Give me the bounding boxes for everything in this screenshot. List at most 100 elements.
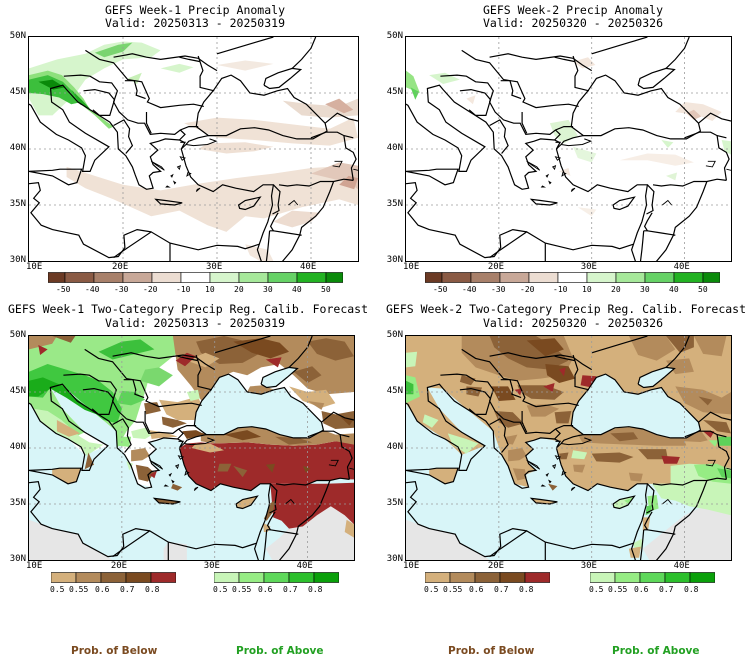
longitude-tick-label: 10E (26, 262, 43, 272)
colorbar-swatch (209, 272, 240, 283)
colorbar-tick-label: 0.7 (283, 585, 298, 594)
map-week2-anomaly (405, 36, 732, 262)
colorbar-tick-label: 0.8 (684, 585, 699, 594)
colorbar-swatch (75, 572, 102, 583)
colorbar-swatch (586, 272, 617, 283)
longitude-tick-label: 40E (300, 262, 317, 272)
colorbar-swatch (639, 572, 666, 583)
panel-valid-dates: Valid: 20250313 - 20250319 (104, 316, 285, 330)
colorbar-swatch (615, 272, 646, 283)
prob-above-colorbar-week2 (590, 572, 715, 586)
colorbar-swatch (238, 272, 269, 283)
longitude-tick-label: 10E (403, 262, 420, 272)
colorbar-tick-label: 0.55 (443, 585, 463, 594)
colorbar-swatch (325, 272, 343, 283)
colorbar-tick-label: 30 (640, 285, 650, 294)
colorbar-tick-label: 50 (321, 285, 331, 294)
longitude-tick-label: 30E (203, 561, 220, 571)
colorbar-tick-label: 0.7 (494, 585, 509, 594)
colorbar-tick-label: 10 (205, 285, 215, 294)
colorbar-swatch (150, 572, 176, 583)
colorbar-tick-label: -30 (114, 285, 129, 294)
colorbar-tick-label: -50 (433, 285, 448, 294)
map-week1-anomaly (28, 36, 359, 262)
colorbar-swatch (313, 572, 339, 583)
panel-title: GEFS Week-1 Precip Anomaly (104, 3, 285, 17)
latitude-tick-label: 40N (9, 442, 26, 452)
colorbar-swatch (425, 272, 443, 283)
latitude-tick-label: 30N (9, 255, 26, 265)
prob-below-colorbar-week1 (51, 572, 176, 586)
colorbar-tick-label: -10 (553, 285, 568, 294)
colorbar-tick-label: 0.55 (69, 585, 89, 594)
panel-title: GEFS Week-1 Two-Category Precip Reg. Cal… (7, 302, 369, 316)
latitude-tick-label: 45N (9, 386, 26, 396)
colorbar-tick-label: 0.5 (50, 585, 65, 594)
latitude-tick-label: 50N (9, 31, 26, 41)
latitude-tick-label: 35N (386, 199, 403, 209)
colorbar-swatch (499, 572, 526, 583)
colorbar-swatch (689, 572, 715, 583)
colorbar-tick-label: -20 (143, 285, 158, 294)
latitude-tick-label: 35N (9, 199, 26, 209)
colorbar-tick-label: 20 (234, 285, 244, 294)
prob-below-colorbar-week2 (425, 572, 550, 586)
colorbar-swatch (474, 572, 501, 583)
colorbar-swatch (238, 572, 265, 583)
colorbar-swatch (263, 572, 290, 583)
latitude-tick-label: 50N (386, 330, 403, 340)
colorbar-tick-label: 0.8 (308, 585, 323, 594)
latitude-tick-label: 45N (386, 386, 403, 396)
colorbar-swatch (64, 272, 95, 283)
prob-below-label: Prob. of Below (71, 645, 158, 657)
prob-below-label: Prob. of Below (448, 645, 535, 657)
latitude-tick-label: 35N (9, 498, 26, 508)
longitude-tick-label: 20E (487, 561, 505, 571)
colorbar-tick-label: 0.7 (120, 585, 135, 594)
longitude-tick-label: 40E (296, 561, 313, 571)
probability-map-svg (29, 336, 354, 560)
latitude-tick-label: 30N (386, 255, 403, 265)
prob-above-label: Prob. of Above (612, 645, 700, 657)
latitude-tick-label: 30N (9, 554, 26, 564)
colorbar-swatch (100, 572, 127, 583)
colorbar-tick-label: 0.55 (608, 585, 628, 594)
colorbar-tick-label: 0.6 (258, 585, 273, 594)
colorbar-tick-label: 0.8 (145, 585, 160, 594)
colorbar-swatch (122, 272, 153, 283)
colorbar-swatch (214, 572, 240, 583)
latitude-tick-label: 40N (386, 143, 403, 153)
colorbar-swatch (524, 572, 550, 583)
colorbar-swatch (702, 272, 720, 283)
colorbar-tick-label: 40 (669, 285, 679, 294)
longitude-tick-label: 30E (580, 262, 597, 272)
longitude-tick-label: 30E (580, 561, 597, 571)
colorbar-tick-label: -10 (176, 285, 191, 294)
latitude-tick-label: 35N (386, 498, 403, 508)
colorbar-tick-label: 0.6 (469, 585, 484, 594)
colorbar-tick-label: -40 (462, 285, 477, 294)
colorbar-tick-label: 0.6 (634, 585, 649, 594)
colorbar-tick-label: 0.5 (213, 585, 228, 594)
colorbar-tick-label: 20 (611, 285, 621, 294)
colorbar-swatch (614, 572, 641, 583)
colorbar-swatch (267, 272, 298, 283)
colorbar-tick-label: -30 (491, 285, 506, 294)
colorbar-swatch (449, 572, 476, 583)
colorbar-tick-label: 0.5 (424, 585, 439, 594)
colorbar-tick-label: 10 (582, 285, 592, 294)
latitude-tick-label: 45N (386, 87, 403, 97)
colorbar-swatch (499, 272, 530, 283)
latitude-tick-label: 45N (9, 87, 26, 97)
longitude-tick-label: 10E (403, 561, 420, 571)
longitude-tick-label: 40E (673, 561, 690, 571)
colorbar-tick-label: -50 (56, 285, 71, 294)
longitude-tick-label: 20E (487, 262, 505, 272)
panel-valid-dates: Valid: 20250320 - 20250326 (482, 316, 663, 330)
latitude-tick-label: 50N (386, 31, 403, 41)
panel-valid-dates: Valid: 20250320 - 20250326 (482, 16, 663, 30)
colorbar-swatch (528, 272, 559, 283)
longitude-tick-label: 10E (26, 561, 43, 571)
longitude-tick-label: 40E (673, 262, 690, 272)
colorbar-swatch (93, 272, 124, 283)
